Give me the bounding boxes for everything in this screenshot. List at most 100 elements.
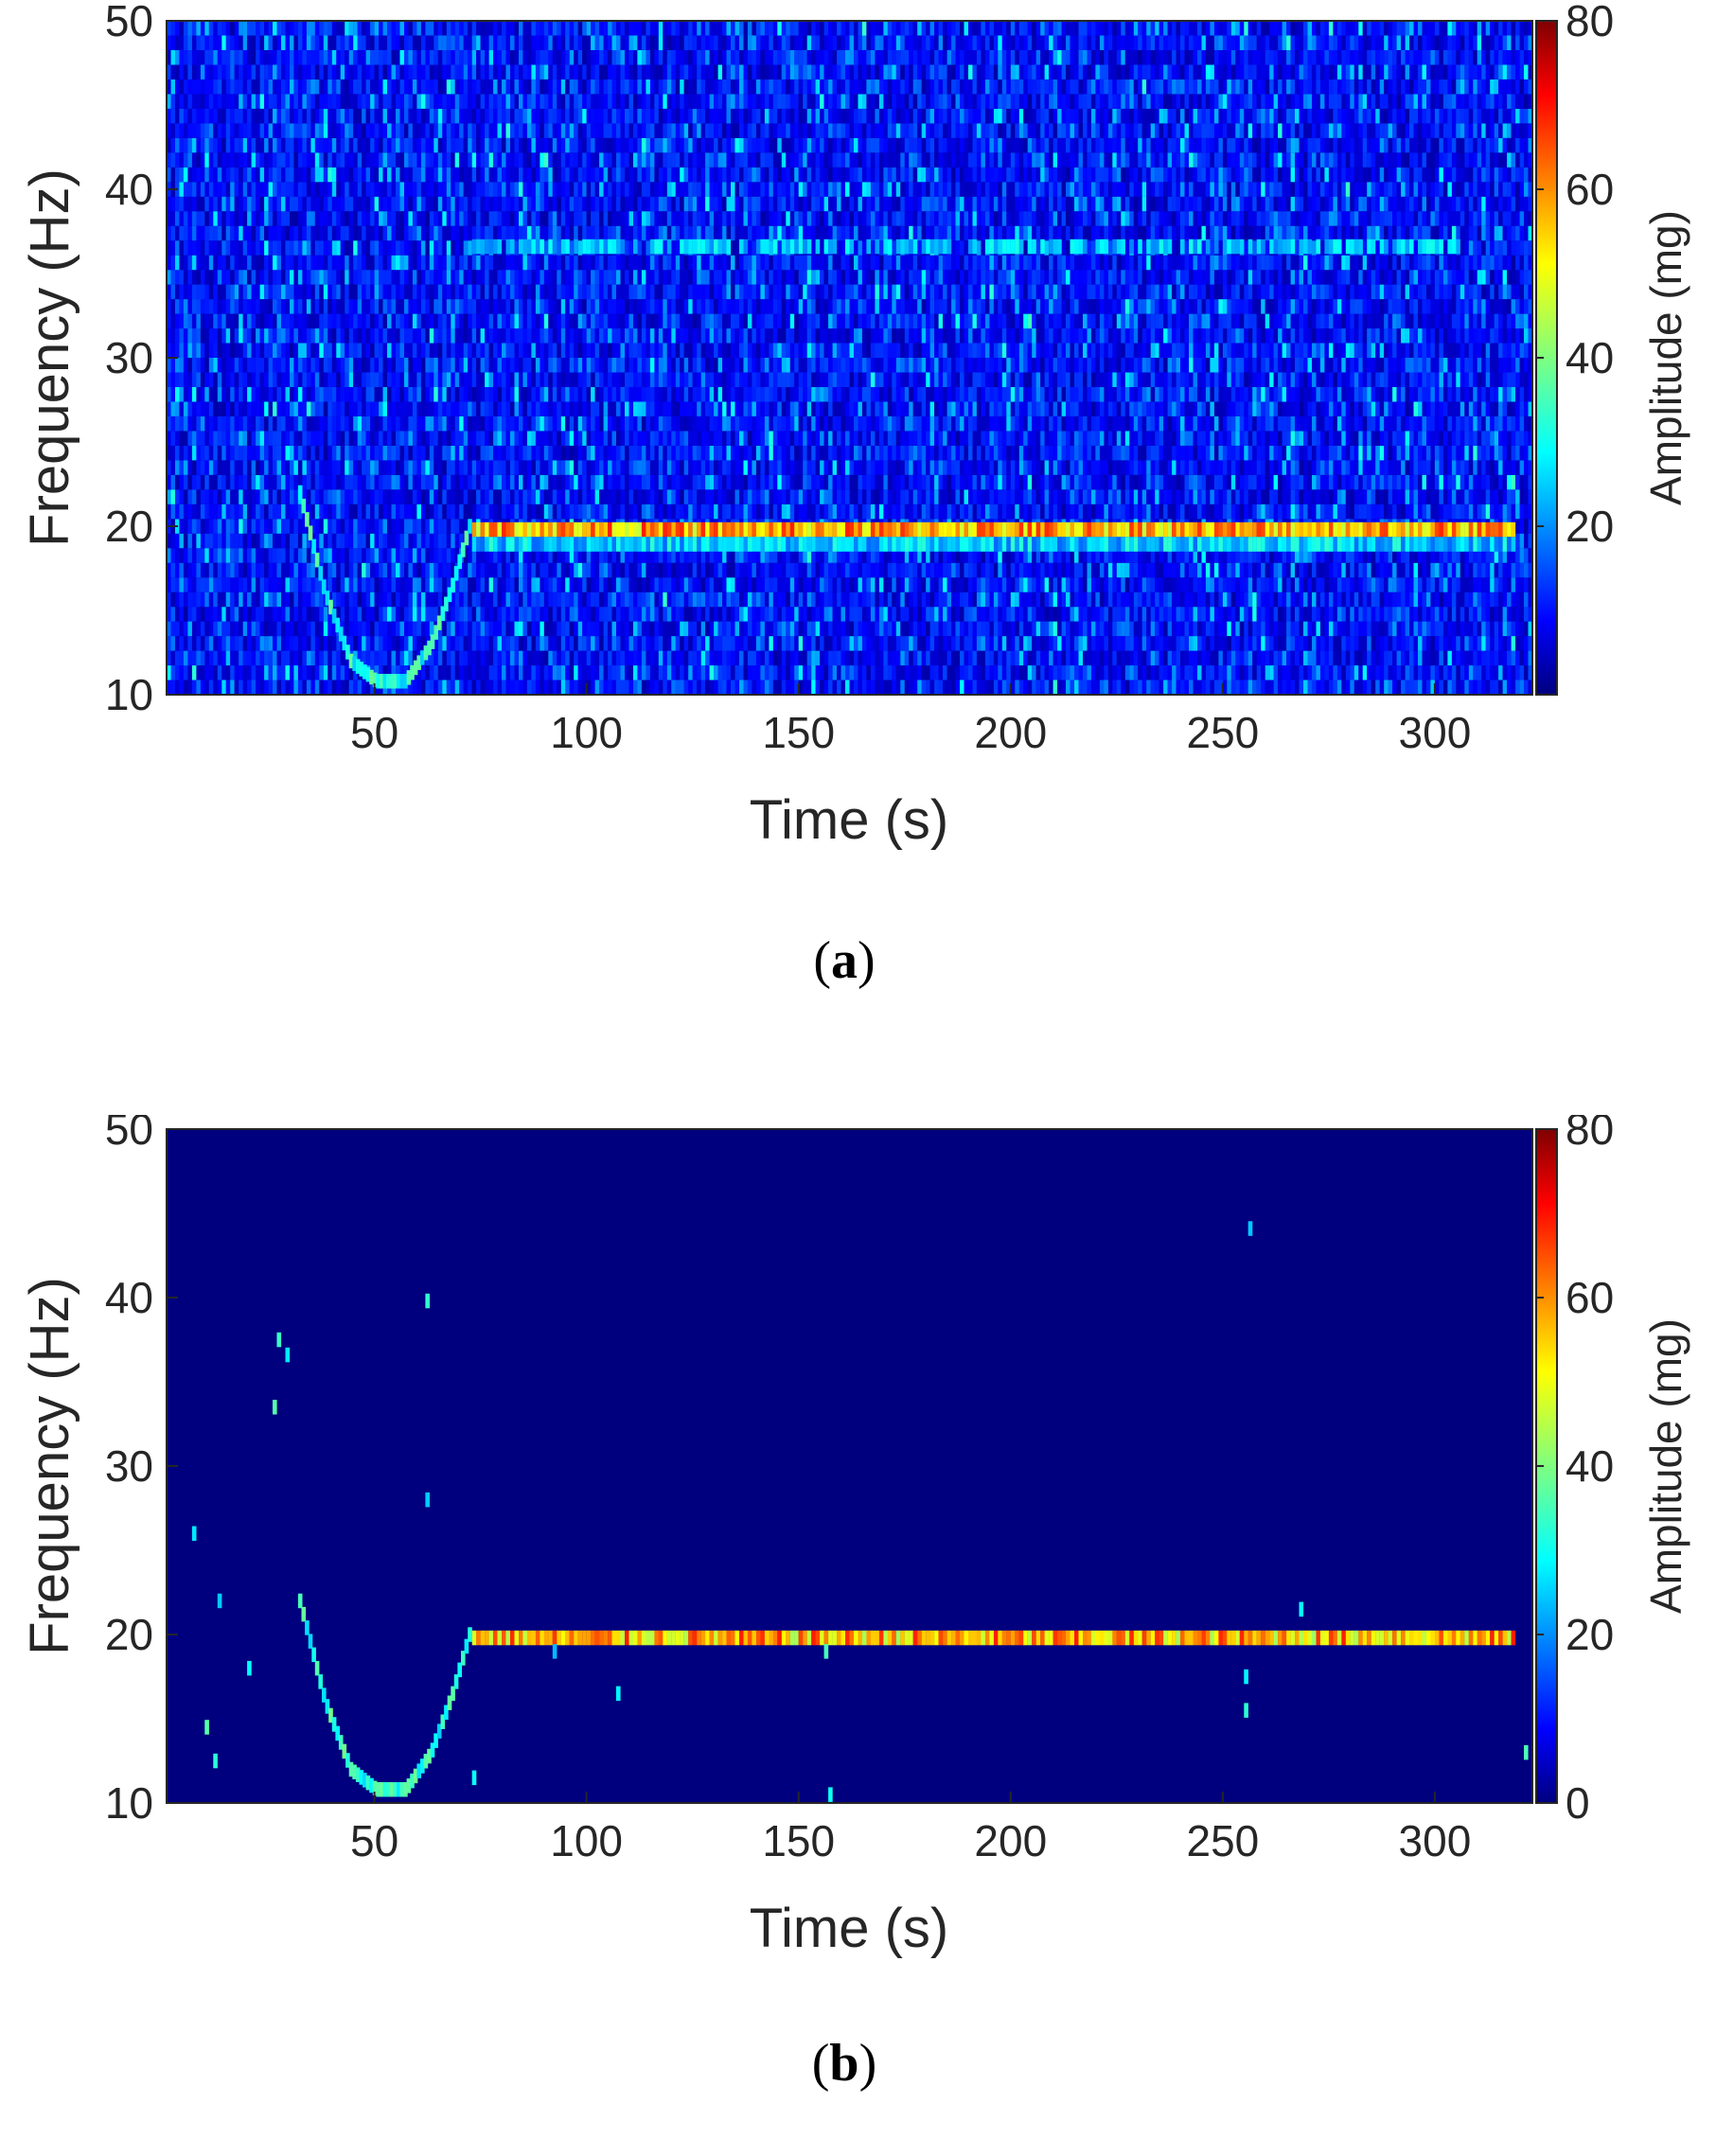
heatmap-cell xyxy=(391,621,397,637)
heatmap-cell xyxy=(420,519,426,534)
heatmap-cell xyxy=(196,79,201,95)
heatmap-cell xyxy=(522,489,527,504)
heatmap-cell xyxy=(594,328,600,344)
heatmap-cell xyxy=(281,284,286,300)
heatmap-cell xyxy=(391,431,397,446)
heatmap-cell xyxy=(454,665,460,680)
heatmap-cell xyxy=(293,299,298,314)
heatmap-cell xyxy=(170,665,176,680)
heatmap-cell xyxy=(437,415,443,432)
heatmap-cell xyxy=(429,313,434,329)
heatmap-cell xyxy=(463,152,469,168)
heatmap-cell xyxy=(175,562,180,578)
heatmap-cell xyxy=(348,445,354,461)
heatmap-cell xyxy=(442,343,447,358)
heatmap-cell xyxy=(319,108,324,124)
heatmap-cell xyxy=(442,328,447,344)
heatmap-cell xyxy=(370,650,375,666)
heatmap-cell xyxy=(391,35,397,50)
heatmap-cell xyxy=(374,387,380,402)
heatmap-cell xyxy=(493,562,498,578)
heatmap-cell xyxy=(548,650,553,666)
heatmap-cell xyxy=(357,137,363,153)
heatmap-cell xyxy=(336,358,341,373)
heatmap-cell xyxy=(213,108,218,124)
heatmap-cell xyxy=(340,196,345,212)
heatmap-cell xyxy=(502,152,506,168)
heatmap-cell xyxy=(200,474,205,490)
heatmap-cell xyxy=(310,21,315,36)
heatmap-cell xyxy=(420,35,426,50)
heatmap-cell xyxy=(582,284,587,300)
heatmap-cell xyxy=(476,79,481,95)
heatmap-cell xyxy=(247,137,252,153)
heatmap-cell xyxy=(586,415,592,432)
heatmap-cell xyxy=(608,79,612,95)
heatmap-cell xyxy=(510,489,515,504)
heatmap-cell xyxy=(183,474,188,490)
heatmap-cell xyxy=(540,343,544,358)
heatmap-cell xyxy=(454,415,460,432)
heatmap-cell xyxy=(382,284,388,300)
heatmap-cell xyxy=(429,94,434,109)
heatmap-cell xyxy=(505,621,511,637)
heatmap-cell xyxy=(569,196,575,212)
heatmap-cell xyxy=(519,284,523,300)
heatmap-cell xyxy=(285,577,291,592)
heatmap-cell xyxy=(468,680,472,695)
heatmap-cell xyxy=(310,592,315,608)
heatmap-cell xyxy=(357,255,363,271)
heatmap-cell xyxy=(387,343,392,358)
heatmap-cell xyxy=(281,474,286,490)
heatmap-cell xyxy=(429,225,434,241)
heatmap-cell xyxy=(557,415,561,432)
heatmap-cell xyxy=(611,108,617,124)
heatmap-cell xyxy=(616,372,621,387)
heatmap-cell xyxy=(412,137,417,153)
heatmap-cell xyxy=(310,460,315,475)
heatmap-cell xyxy=(167,445,171,461)
heatmap-cell xyxy=(297,387,303,402)
heatmap-cell xyxy=(285,504,291,520)
heatmap-cell xyxy=(565,445,570,461)
heatmap-cell xyxy=(290,50,294,65)
heatmap-cell xyxy=(451,592,455,608)
heatmap-cell xyxy=(485,577,489,592)
heatmap-cell xyxy=(239,137,243,153)
heatmap-cell xyxy=(514,474,520,490)
heatmap-cell xyxy=(451,35,455,50)
heatmap-cell xyxy=(362,562,366,578)
heatmap-cell xyxy=(616,650,621,666)
heatmap-cell xyxy=(251,607,257,622)
heatmap-cell xyxy=(213,489,218,504)
heatmap-cell xyxy=(213,504,218,520)
heatmap-cell xyxy=(273,211,277,226)
heatmap-cell xyxy=(437,196,443,212)
heatmap-cell xyxy=(234,108,239,124)
heatmap-cell xyxy=(565,196,570,212)
heatmap-cell xyxy=(297,79,303,95)
heatmap-cell xyxy=(510,64,515,80)
heatmap-cell xyxy=(582,94,587,109)
heatmap-cell xyxy=(412,196,417,212)
heatmap-cell xyxy=(268,123,274,138)
heatmap-cell xyxy=(234,284,239,300)
heatmap-cell xyxy=(268,650,274,666)
heatmap-cell xyxy=(425,415,430,432)
heatmap-cell xyxy=(535,577,540,592)
heatmap-cell xyxy=(306,504,311,520)
heatmap-cell xyxy=(273,196,277,212)
heatmap-cell xyxy=(327,680,332,695)
heatmap-cell xyxy=(362,64,366,80)
heatmap-cell xyxy=(217,21,222,36)
heatmap-cell xyxy=(502,255,506,271)
heatmap-cell xyxy=(560,167,566,183)
heatmap-cell xyxy=(416,548,421,563)
heatmap-cell xyxy=(591,35,595,50)
heatmap-cell xyxy=(306,650,311,666)
heatmap-cell xyxy=(416,240,421,256)
heatmap-cell xyxy=(285,284,291,300)
heatmap-cell xyxy=(599,211,604,226)
heatmap-cell xyxy=(268,562,274,578)
heatmap-cell xyxy=(183,387,188,402)
